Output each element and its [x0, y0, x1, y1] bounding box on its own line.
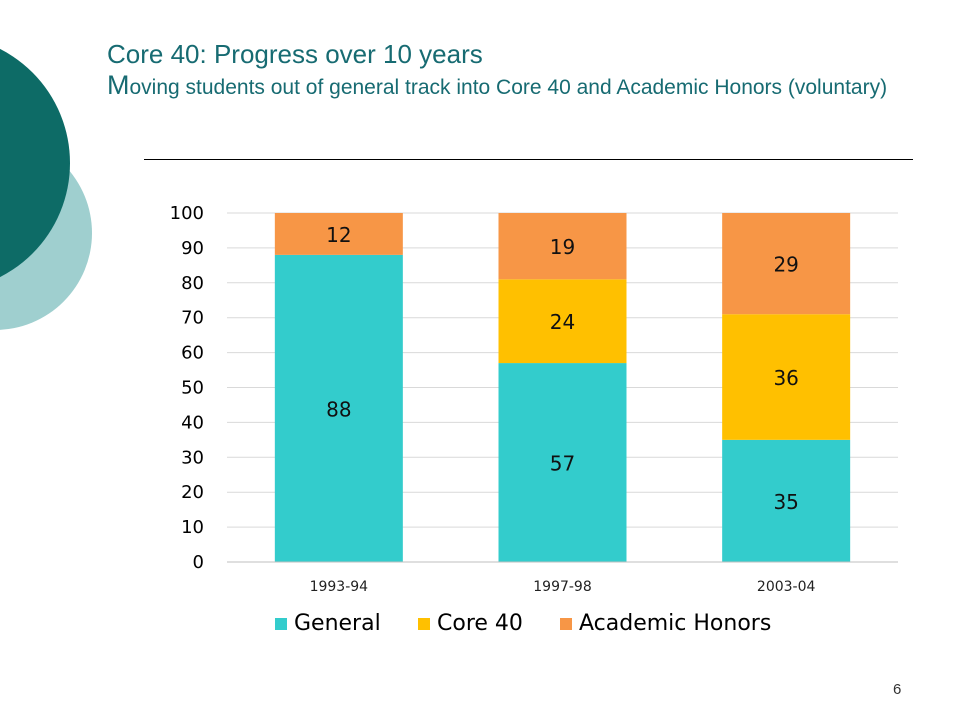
subtitle-initial: M: [107, 70, 130, 100]
slide-subtitle: Moving students out of general track int…: [107, 70, 907, 103]
title-block: Core 40: Progress over 10 years Moving s…: [107, 38, 907, 103]
legend-label: General: [294, 611, 381, 636]
y-tick-label: 70: [181, 308, 204, 329]
bar-segment: [498, 279, 627, 364]
y-tick-label: 20: [181, 482, 204, 503]
legend-swatch: [275, 618, 287, 630]
stacked-bar-chart: 0 10 20 30 40 50 60 70 80 90 100 88 12 1993-94 57 24 19 1…: [170, 203, 898, 636]
page-number: 6: [893, 681, 902, 698]
bar-segment: [722, 314, 851, 440]
y-tick-label: 30: [181, 447, 204, 468]
category-label: 1993-94: [310, 579, 369, 595]
data-label: 29: [773, 253, 798, 277]
bar-segment: [498, 213, 627, 280]
category-label: 1997-98: [533, 579, 592, 595]
category-label: 2003-04: [757, 579, 816, 595]
y-tick-label: 40: [181, 412, 204, 433]
legend-swatch: [418, 618, 430, 630]
legend-swatch: [560, 618, 572, 630]
data-label: 35: [773, 490, 798, 514]
bar-segment: [274, 213, 403, 255]
y-tick-label: 60: [181, 343, 204, 364]
legend-label: Academic Honors: [579, 611, 771, 636]
legend-label: Core 40: [437, 611, 523, 636]
y-tick-label: 50: [181, 378, 204, 399]
y-tick-label: 90: [181, 238, 204, 259]
bar-segment: [274, 254, 403, 562]
slide-title: Core 40: Progress over 10 years: [107, 39, 483, 69]
data-label: 12: [326, 223, 351, 247]
bar-segment: [722, 439, 851, 562]
title-divider: [144, 159, 913, 160]
y-tick-label: 80: [181, 273, 204, 294]
data-label: 57: [550, 452, 575, 476]
y-tick-label: 0: [193, 552, 204, 573]
bar-segment: [722, 213, 851, 315]
data-label: 36: [773, 366, 798, 390]
data-label: 19: [550, 235, 575, 259]
data-label: 24: [550, 310, 575, 334]
decor-circle-dark: [0, 48, 70, 278]
bar-segment: [498, 363, 627, 562]
y-tick-label: 100: [170, 203, 204, 224]
data-label: 88: [326, 397, 351, 421]
y-tick-label: 10: [181, 517, 204, 538]
subtitle-text: oving students out of general track into…: [129, 76, 888, 99]
decorative-circles: [0, 48, 92, 330]
